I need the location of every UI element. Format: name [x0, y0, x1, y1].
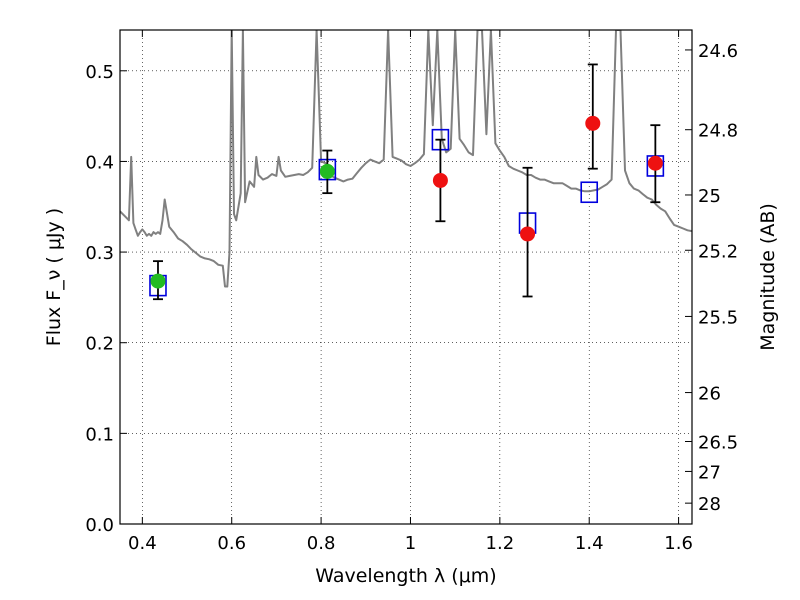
axes: 0.4 0.6 0.8 1 1.2 1.4 1.6 0.0 0.1 0.2 0.3 0.4 0.5 24.…: [85, 30, 738, 554]
x-tick-label: 1.6: [664, 533, 693, 554]
observed-flux-point: [520, 226, 536, 242]
x-tick-label: 1.2: [486, 533, 515, 554]
right-axis-label: Magnitude (AB): [757, 203, 779, 351]
y-tick-label: 0.3: [85, 243, 114, 264]
plot-frame: [119, 29, 693, 525]
right-tick-label: 24.6: [698, 41, 738, 62]
x-tick-label: 0.6: [217, 533, 246, 554]
y-axis-label: Flux F_ν ( μJy ): [43, 208, 65, 346]
observed-flux-point: [647, 155, 663, 171]
right-tick-label: 26: [698, 384, 721, 405]
x-tick-label: 0.4: [128, 533, 157, 554]
x-tick-label: 0.8: [307, 533, 336, 554]
x-tick-label: 1: [405, 533, 416, 554]
right-tick-label: 24.8: [698, 121, 738, 142]
y-tick-label: 0.4: [85, 152, 114, 173]
right-tick-label: 26.5: [698, 433, 738, 454]
x-tick-label: 1.4: [575, 533, 604, 554]
y-tick-label: 0.5: [85, 62, 114, 83]
right-tick-label: 25: [698, 186, 721, 207]
model-flux-square: [580, 181, 599, 204]
observed-flux-point: [432, 172, 448, 188]
model-spectrum-line: [120, 30, 692, 288]
y-tick-label: 0.2: [85, 334, 114, 355]
right-tick-label: 25.2: [698, 241, 738, 262]
right-tick-label: 25.5: [698, 307, 738, 328]
right-tick-label: 28: [698, 494, 721, 515]
plot-area: [120, 30, 692, 301]
observed-flux-point: [150, 273, 166, 289]
x-axis-label: Wavelength λ (μm): [315, 565, 496, 587]
observed-flux-point: [319, 163, 335, 179]
y-tick-label: 0.1: [85, 424, 114, 445]
observed-flux-point: [585, 115, 601, 131]
y-tick-label: 0.0: [85, 515, 114, 536]
right-tick-label: 27: [698, 462, 721, 483]
